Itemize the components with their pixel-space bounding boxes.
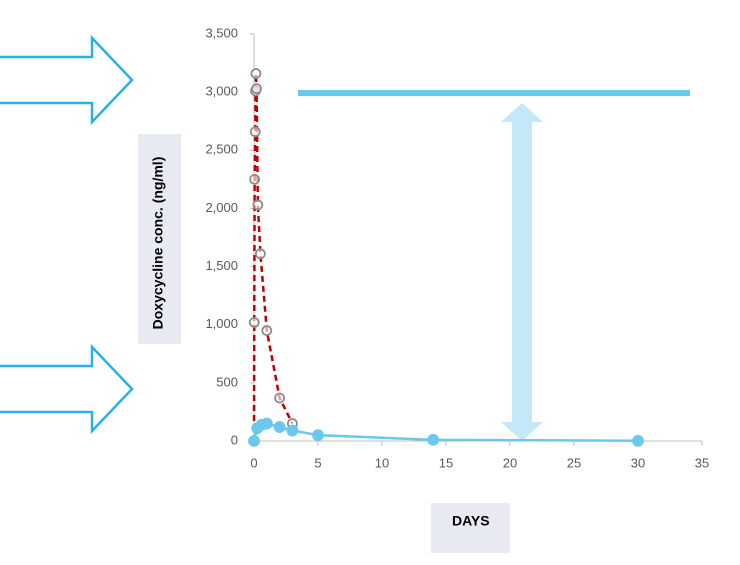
data-point (251, 83, 262, 95)
data-point (632, 434, 644, 447)
data-point (248, 435, 260, 447)
level-bar (298, 90, 690, 96)
x-label-box (431, 503, 510, 553)
data-point (249, 126, 261, 138)
left-arrow (0, 343, 134, 435)
y-tick-label: 3,500 (205, 25, 238, 40)
y-label-box (138, 134, 181, 344)
y-tick-label: 3,000 (205, 84, 238, 99)
x-tick-label: 0 (250, 455, 257, 470)
data-point (286, 424, 299, 437)
x-tick-label: 20 (503, 455, 517, 470)
y-tick-label: 500 (216, 374, 238, 389)
y-axis-label: Doxycycline conc. (ng/ml) (150, 157, 166, 330)
x-axis-label: DAYS (452, 513, 490, 529)
data-point (427, 433, 440, 446)
y-tick-label: 1,000 (205, 316, 238, 331)
y-tick-label: 2,500 (205, 142, 238, 157)
data-point (248, 316, 260, 328)
y-tick-label: 2,000 (205, 200, 238, 215)
series-line (252, 422, 639, 443)
data-point (261, 325, 273, 336)
data-point (252, 199, 264, 211)
x-tick-label: 25 (567, 455, 581, 470)
data-point (250, 68, 262, 79)
x-tick-label: 5 (314, 455, 321, 470)
data-point (249, 173, 261, 185)
series-line (252, 73, 294, 442)
x-tick-label: 15 (439, 455, 453, 470)
data-point (312, 429, 324, 442)
left-arrow (0, 34, 134, 126)
data-point (254, 248, 266, 260)
x-tick-label: 30 (631, 455, 645, 470)
x-tick-label: 10 (375, 455, 389, 470)
y-tick-label: 1,500 (205, 258, 238, 273)
y-tick-label: 0 (231, 432, 238, 447)
x-tick-label: 35 (695, 455, 709, 470)
data-point (260, 417, 273, 430)
double-arrow (501, 103, 543, 441)
data-point (273, 421, 286, 433)
data-point (274, 392, 286, 404)
decoration (0, 34, 690, 553)
